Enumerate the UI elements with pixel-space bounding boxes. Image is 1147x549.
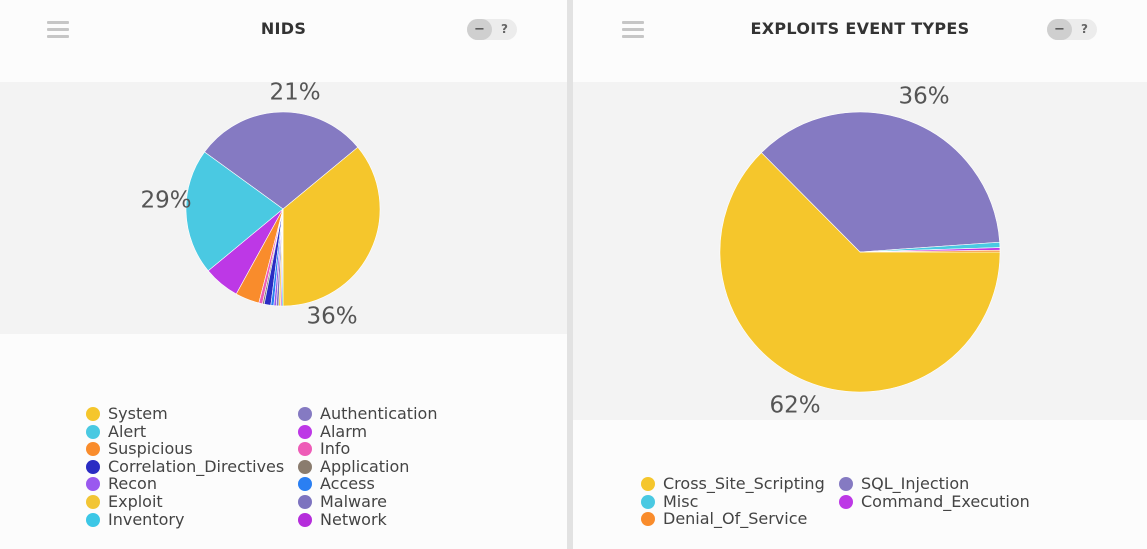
legend-label: Misc bbox=[663, 491, 699, 511]
legend-label: Malware bbox=[320, 492, 388, 511]
legend-swatch bbox=[86, 459, 100, 474]
pie-slice-authentication[interactable] bbox=[204, 111, 359, 210]
legend-item-denial-of-service[interactable]: Denial_Of_Service bbox=[641, 510, 807, 528]
legend-swatch bbox=[641, 477, 655, 491]
legend-item-network[interactable]: Network bbox=[298, 509, 387, 529]
legend-label: SQL_Injection bbox=[861, 474, 970, 493]
legend-label: Info bbox=[320, 439, 351, 459]
legend-label: Alarm bbox=[320, 421, 368, 441]
panel-divider bbox=[567, 0, 573, 549]
legend-item-recon[interactable]: Recon bbox=[86, 475, 157, 493]
legend-item-sql-injection[interactable]: SQL_Injection bbox=[839, 475, 969, 493]
pie-slice-sql-injection[interactable] bbox=[760, 111, 1000, 253]
pie-slice-denial-of-service[interactable] bbox=[859, 249, 1001, 253]
minimize-button[interactable]: − bbox=[1047, 19, 1072, 40]
legend-swatch bbox=[298, 459, 312, 474]
legend-label: Network bbox=[320, 509, 387, 529]
percent-label: 21% bbox=[269, 80, 320, 106]
legend-swatch bbox=[298, 442, 312, 457]
legend-swatch bbox=[86, 512, 100, 527]
hamburger-menu-icon[interactable] bbox=[47, 20, 69, 38]
percent-label: 62% bbox=[769, 393, 820, 419]
percent-label: 36% bbox=[306, 304, 357, 330]
legend-swatch bbox=[86, 424, 100, 439]
pie-slice-alert[interactable] bbox=[185, 151, 284, 272]
legend-swatch bbox=[86, 407, 100, 421]
legend-item-access[interactable]: Access bbox=[298, 475, 375, 493]
help-button[interactable]: ? bbox=[1081, 22, 1088, 36]
legend-swatch bbox=[298, 495, 312, 509]
legend-item-suspicious[interactable]: Suspicious bbox=[86, 440, 193, 458]
legend-item-alarm[interactable]: Alarm bbox=[298, 421, 368, 441]
pie-slice-inventory[interactable] bbox=[281, 208, 284, 307]
percent-label: 36% bbox=[898, 84, 949, 110]
legend-item-info[interactable]: Info bbox=[298, 440, 350, 458]
legend-item-correlation-directives[interactable]: Correlation_Directives bbox=[86, 456, 285, 476]
legend-label: Inventory bbox=[108, 509, 185, 529]
percent-label: 29% bbox=[140, 188, 191, 214]
legend-item-inventory[interactable]: Inventory bbox=[86, 509, 185, 529]
panel-controls: − ? bbox=[1047, 19, 1097, 40]
nids-panel: NIDS − ? 36% 29% 21% System Alert Suspicious… bbox=[0, 0, 567, 549]
legend-label: System bbox=[108, 404, 168, 423]
legend-swatch bbox=[839, 477, 853, 491]
legend-swatch bbox=[298, 407, 312, 421]
legend-label: Cross_Site_Scripting bbox=[663, 474, 825, 493]
legend-item-authentication[interactable]: Authentication bbox=[298, 405, 437, 423]
exploits-pie-chart: 62% 36% bbox=[719, 84, 1001, 419]
legend-swatch bbox=[839, 494, 853, 509]
hamburger-menu-icon[interactable] bbox=[622, 20, 644, 38]
legend-swatch bbox=[641, 494, 655, 509]
legend-item-application[interactable]: Application bbox=[298, 456, 410, 476]
legend-label: Access bbox=[320, 474, 375, 494]
legend-swatch bbox=[298, 477, 312, 492]
legend-item-exploit[interactable]: Exploit bbox=[86, 493, 163, 511]
legend-label: Command_Execution bbox=[861, 491, 1030, 511]
legend-label: Alert bbox=[108, 421, 147, 441]
panel-controls: − ? bbox=[467, 19, 517, 40]
exploits-event-types-panel: EXPLOITS EVENT TYPES − ? 62% 36% Cross_Si… bbox=[573, 0, 1147, 549]
legend-label: Exploit bbox=[108, 492, 163, 511]
legend-swatch bbox=[298, 424, 312, 439]
panel-title: EXPLOITS EVENT TYPES bbox=[750, 19, 970, 38]
legend-item-system[interactable]: System bbox=[86, 405, 168, 423]
legend-item-malware[interactable]: Malware bbox=[298, 493, 387, 511]
legend-label: Application bbox=[320, 456, 410, 476]
legend-label: Correlation_Directives bbox=[108, 456, 285, 476]
nids-pie-chart: 36% 29% 21% bbox=[140, 80, 381, 330]
panel-title: NIDS bbox=[260, 19, 307, 38]
pie-slice-cross-site-scripting[interactable] bbox=[719, 152, 1001, 393]
legend-label: Denial_Of_Service bbox=[663, 509, 808, 529]
legend-item-misc[interactable]: Misc bbox=[641, 491, 699, 511]
legend-item-alert[interactable]: Alert bbox=[86, 421, 147, 441]
legend-item-command-execution[interactable]: Command_Execution bbox=[839, 491, 1030, 511]
legend-swatch bbox=[298, 512, 312, 527]
legend-label: Authentication bbox=[320, 404, 438, 423]
legend-label: Suspicious bbox=[108, 439, 193, 459]
legend-swatch bbox=[86, 477, 100, 492]
legend-swatch bbox=[86, 495, 100, 509]
pie-slice-system[interactable] bbox=[282, 146, 381, 307]
minimize-button[interactable]: − bbox=[467, 19, 492, 40]
help-button[interactable]: ? bbox=[501, 22, 508, 36]
legend-label: Recon bbox=[108, 474, 157, 494]
legend-swatch bbox=[86, 442, 100, 457]
legend-item-cross-site-scripting[interactable]: Cross_Site_Scripting bbox=[641, 475, 825, 493]
legend-swatch bbox=[641, 512, 655, 527]
